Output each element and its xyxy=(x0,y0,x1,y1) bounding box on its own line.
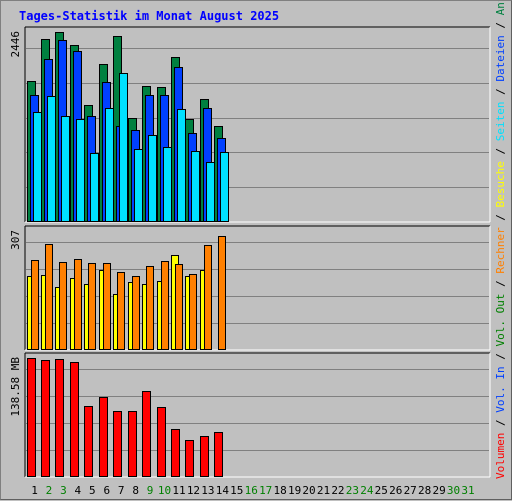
bar-pages-day-2 xyxy=(47,96,56,222)
x-tick-label: 27 xyxy=(404,484,417,497)
visits-max-label: 307 xyxy=(9,230,22,250)
x-tick-label: 1 xyxy=(31,484,38,497)
x-tick-label: 22 xyxy=(331,484,344,497)
bar-kbytes-day-9 xyxy=(142,391,151,477)
x-tick-label: 15 xyxy=(230,484,243,497)
bar-sites-day-9 xyxy=(146,266,154,350)
x-tick-label: 31 xyxy=(461,484,474,497)
x-tick-label: 17 xyxy=(259,484,272,497)
x-tick-label: 14 xyxy=(216,484,230,497)
bar-pages-day-3 xyxy=(61,116,70,222)
bar-sites-day-1 xyxy=(31,260,39,350)
x-tick-label: 23 xyxy=(346,484,359,497)
x-tick-label: 10 xyxy=(158,484,171,497)
legend-entry-kbytes: Volumen xyxy=(494,433,507,479)
bar-kbytes-day-8 xyxy=(128,411,137,477)
legend-separator: / xyxy=(494,207,507,227)
x-tick-label: 18 xyxy=(274,484,287,497)
bar-kbytes-day-14 xyxy=(214,432,223,477)
x-tick-label: 8 xyxy=(132,484,139,497)
x-tick-label: 5 xyxy=(89,484,96,497)
legend-separator: / xyxy=(494,413,507,433)
x-tick-label: 3 xyxy=(60,484,67,497)
bar-pages-day-10 xyxy=(163,147,172,222)
side-legend: Volumen / Vol. In / Vol. Out / Rechner /… xyxy=(494,1,507,479)
legend-separator: / xyxy=(494,274,507,294)
x-tick-label: 4 xyxy=(75,484,82,497)
bar-kbytes-day-10 xyxy=(157,407,166,477)
x-tick-label: 16 xyxy=(245,484,258,497)
bar-kbytes-day-12 xyxy=(185,440,194,477)
legend-entry-files: Dateien xyxy=(494,35,507,81)
bar-pages-day-6 xyxy=(105,108,114,222)
x-tick-label: 29 xyxy=(432,484,445,497)
bar-pages-day-7 xyxy=(119,73,128,222)
bar-sites-day-6 xyxy=(103,263,111,350)
bar-kbytes-day-1 xyxy=(27,358,36,477)
x-tick-label: 25 xyxy=(375,484,388,497)
x-tick-label: 11 xyxy=(172,484,185,497)
bar-pages-day-4 xyxy=(76,119,85,222)
x-tick-label: 21 xyxy=(317,484,330,497)
legend-separator: / xyxy=(494,15,507,35)
legend-entry-files: Vol. In xyxy=(494,366,507,412)
legend-entry-hits: Anfragen xyxy=(494,1,507,15)
x-tick-label: 28 xyxy=(418,484,431,497)
bar-sites-day-13 xyxy=(204,245,212,350)
bar-sites-day-7 xyxy=(117,272,125,350)
legend-separator: / xyxy=(494,347,507,367)
bar-pages-day-11 xyxy=(177,109,186,222)
legend-separator: / xyxy=(494,82,507,102)
x-tick-label: 24 xyxy=(360,484,374,497)
x-tick-label: 2 xyxy=(46,484,53,497)
bar-kbytes-day-3 xyxy=(55,359,64,477)
legend-entry-visits: Besuche xyxy=(494,161,507,207)
bar-kbytes-day-2 xyxy=(41,360,50,477)
volume-max-label: 138.58 MB xyxy=(9,357,22,417)
legend-entry-pages: Seiten xyxy=(494,101,507,141)
bar-sites-day-11 xyxy=(175,264,183,350)
bar-pages-day-1 xyxy=(33,112,42,222)
bar-kbytes-day-13 xyxy=(200,436,209,477)
bar-sites-day-14 xyxy=(218,236,226,350)
x-tick-label: 30 xyxy=(447,484,460,497)
x-tick-label: 13 xyxy=(201,484,214,497)
bar-kbytes-day-6 xyxy=(99,397,108,477)
bar-sites-day-5 xyxy=(88,263,96,350)
bar-pages-day-13 xyxy=(206,162,215,222)
bar-kbytes-day-4 xyxy=(70,362,79,477)
x-tick-label: 26 xyxy=(389,484,402,497)
bar-sites-day-4 xyxy=(74,259,82,350)
x-tick-label: 20 xyxy=(302,484,315,497)
requests-max-label: 2446 xyxy=(9,31,22,58)
legend-separator: / xyxy=(494,141,507,161)
x-tick-label: 6 xyxy=(103,484,110,497)
legend-entry-weekend_day: Vol. Out xyxy=(494,294,507,347)
volume-panel xyxy=(25,353,490,477)
x-tick-label: 9 xyxy=(147,484,154,497)
bar-sites-day-10 xyxy=(161,261,169,350)
bar-pages-day-8 xyxy=(134,149,143,222)
bar-sites-day-8 xyxy=(132,276,140,350)
x-tick-label: 7 xyxy=(118,484,125,497)
bar-pages-day-12 xyxy=(191,151,200,222)
bar-sites-day-3 xyxy=(59,262,67,350)
bar-kbytes-day-7 xyxy=(113,411,122,477)
bar-pages-day-5 xyxy=(90,153,99,222)
bar-sites-day-12 xyxy=(189,274,197,350)
bar-kbytes-day-5 xyxy=(84,406,93,477)
legend-entry-sites: Rechner xyxy=(494,227,507,274)
bar-pages-day-14 xyxy=(220,152,229,222)
x-tick-label: 12 xyxy=(187,484,200,497)
page-title: Tages-Statistik im Monat August 2025 xyxy=(19,9,280,23)
bar-kbytes-day-11 xyxy=(171,429,180,477)
x-tick-label: 19 xyxy=(288,484,301,497)
bar-sites-day-2 xyxy=(45,244,53,350)
bar-pages-day-9 xyxy=(148,135,157,222)
